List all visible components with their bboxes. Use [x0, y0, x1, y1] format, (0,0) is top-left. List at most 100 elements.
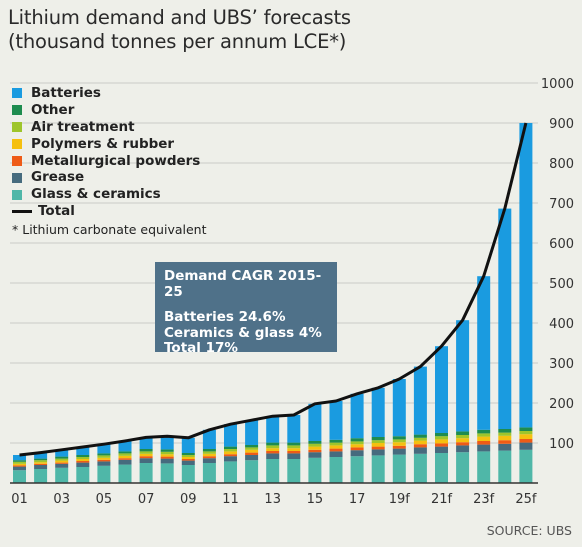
y-tick-label: 400 [549, 317, 574, 332]
cagr-callout: Demand CAGR 2015-25 Batteries 24.6% Cera… [155, 262, 337, 356]
bar-segment-glass-ceramics [224, 461, 237, 483]
bar-segment-other [329, 439, 343, 443]
bar-13 [266, 416, 280, 483]
bar-segment-air-treatment [55, 458, 69, 461]
bar-segment-batteries [456, 320, 470, 432]
bar-segment-grease [371, 449, 385, 456]
bar-segment-batteries [266, 416, 280, 443]
bar-segment-air-treatment [97, 455, 111, 458]
bar-segment-air-treatment [308, 443, 322, 447]
bar-segment-polymers-rubber [202, 453, 216, 457]
bar-06 [118, 441, 132, 483]
bar-segment-other [413, 434, 427, 438]
bar-segment-polymers-rubber [413, 440, 427, 445]
bar-segment-other [245, 445, 259, 448]
bar-segment-other [287, 442, 301, 446]
bar-segment-grease [13, 466, 26, 471]
x-tick-label: 21f [431, 492, 453, 507]
bar-segment-glass-ceramics [55, 467, 69, 483]
bar-segment-glass-ceramics [413, 453, 427, 483]
total-line [19, 122, 528, 457]
bar-segment-metallurgical-powders [181, 459, 195, 461]
bar-segment-other [519, 427, 533, 431]
bar-segment-polymers-rubber [34, 462, 48, 464]
bar-segment-polymers-rubber [55, 460, 69, 463]
legend-label: Metallurgical powders [31, 152, 201, 169]
legend-item-batteries: Batteries [12, 85, 200, 102]
bar-segment-grease [266, 453, 280, 459]
bar-segment-other [34, 458, 48, 461]
bar-segment-glass-ceramics [34, 469, 48, 483]
bar-segment-air-treatment [371, 440, 385, 443]
bar-segment-grease [224, 456, 237, 462]
bar-segment-other [456, 431, 470, 435]
bar-segment-other [97, 453, 111, 456]
bar-16 [329, 401, 343, 483]
y-tick-label: 600 [549, 237, 574, 252]
callout-line-ceramics: Ceramics & glass 4% [164, 324, 322, 341]
bar-segment-batteries [34, 452, 48, 459]
bar-segment-air-treatment [139, 451, 153, 454]
bar-segment-batteries [139, 437, 153, 449]
bar-segment-grease [519, 442, 533, 450]
bar-segment-air-treatment [350, 441, 364, 445]
legend-item-metallurgical-powders: Metallurgical powders [12, 153, 200, 170]
bar-segment-air-treatment [202, 451, 216, 454]
bar-segment-batteries [519, 123, 533, 428]
bar-09 [181, 437, 195, 483]
bar-segment-glass-ceramics [245, 460, 259, 483]
legend-label: Batteries [31, 85, 101, 101]
bar-segment-batteries [435, 346, 448, 433]
callout-heading: Demand CAGR 2015-25 [164, 268, 322, 300]
bar-segment-glass-ceramics [392, 454, 406, 483]
bar-segment-metallurgical-powders [413, 444, 427, 448]
bar-segment-batteries [97, 444, 111, 454]
bar-segment-glass-ceramics [139, 463, 153, 483]
y-tick-label: 700 [549, 197, 574, 212]
bar-segment-glass-ceramics [519, 449, 533, 483]
x-tick-label: 05 [96, 492, 113, 507]
bar-segment-batteries [245, 420, 259, 445]
bar-segment-metallurgical-powders [139, 456, 153, 459]
bar-segment-polymers-rubber [435, 439, 448, 444]
footnote: * Lithium carbonate equivalent [12, 222, 207, 237]
bar-segment-polymers-rubber [224, 451, 237, 455]
bar-segment-grease [97, 461, 111, 466]
x-tick-label: 13 [264, 492, 281, 507]
bar-segment-polymers-rubber [160, 454, 174, 457]
bar-segment-grease [435, 446, 448, 453]
bar-segment-air-treatment [456, 435, 470, 439]
y-tick-label: 1000 [541, 77, 574, 92]
bar-segment-other [308, 441, 322, 444]
bar-segment-glass-ceramics [477, 451, 491, 483]
chart-title: Lithium demand and UBS’ forecasts (thous… [8, 6, 351, 54]
bar-segment-polymers-rubber [118, 455, 132, 459]
bar-24f [498, 208, 512, 483]
bar-segment-polymers-rubber [456, 438, 470, 443]
bar-segment-metallurgical-powders [224, 454, 237, 457]
bar-segment-batteries [371, 387, 385, 437]
legend-item-other: Other [12, 102, 200, 119]
bar-segment-grease [477, 444, 491, 452]
legend-swatch [12, 122, 22, 133]
bar-segment-glass-ceramics [118, 464, 132, 483]
x-tick-label: 25f [515, 492, 537, 507]
bar-segment-air-treatment [245, 447, 259, 450]
bar-segment-glass-ceramics [160, 463, 174, 483]
bar-segment-metallurgical-powders [477, 441, 491, 445]
callout-line-batteries: Batteries 24.6% [164, 309, 286, 325]
bar-22f [456, 320, 470, 483]
bar-segment-other [266, 442, 280, 446]
bar-18 [371, 387, 385, 483]
legend-swatch [12, 139, 22, 150]
bar-segment-metallurgical-powders [245, 452, 259, 455]
bar-segment-grease [34, 465, 48, 469]
bar-14 [287, 415, 301, 483]
legend-item-total: Total [12, 203, 200, 220]
x-tick-label: 01 [11, 492, 28, 507]
bar-segment-glass-ceramics [329, 457, 343, 483]
bar-segment-glass-ceramics [308, 457, 322, 483]
bar-segment-metallurgical-powders [435, 443, 448, 447]
bar-segment-polymers-rubber [245, 449, 259, 453]
bar-segment-glass-ceramics [76, 467, 90, 483]
